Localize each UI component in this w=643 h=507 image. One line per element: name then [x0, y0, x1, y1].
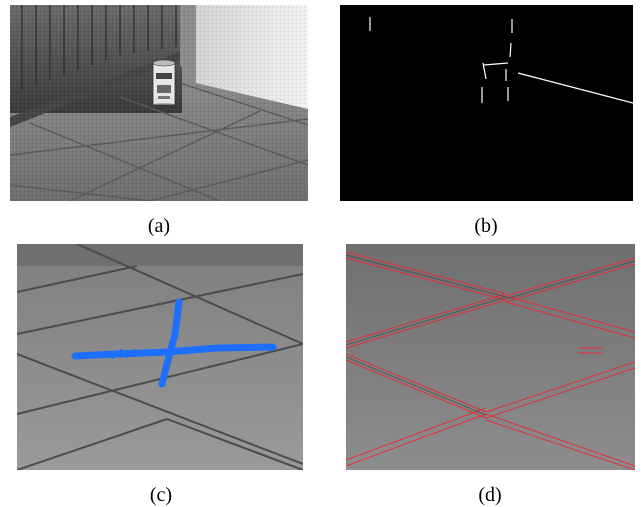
panel-c-tile-blue [17, 244, 303, 470]
edge-lines [369, 17, 633, 104]
red-grout-lines [346, 251, 635, 470]
caption-b: (b) [474, 215, 498, 237]
caption-c: (c) [149, 484, 173, 506]
panel-b-edge-map [340, 5, 633, 201]
photo-can-floor [10, 5, 308, 201]
tile-crop-blue [17, 244, 303, 470]
panel-d-tile-red [346, 244, 635, 470]
tile-crop-red [346, 244, 635, 470]
caption-a: (a) [147, 215, 171, 237]
panel-a-photo [10, 5, 308, 201]
caption-d: (d) [478, 484, 502, 506]
edge-map [340, 5, 633, 201]
blue-detected-cross [71, 298, 277, 388]
can [150, 59, 178, 109]
